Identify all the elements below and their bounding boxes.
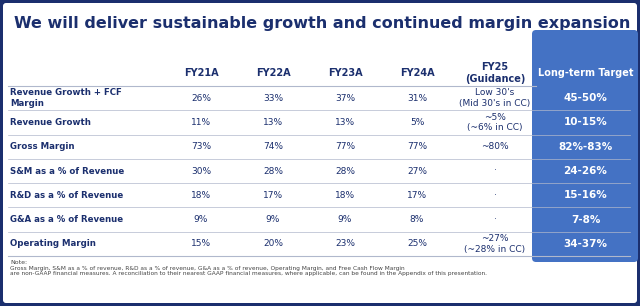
Text: 28%: 28% <box>263 166 283 176</box>
Text: R&D as a % of Revenue: R&D as a % of Revenue <box>10 191 124 200</box>
Text: 26%: 26% <box>191 94 211 103</box>
Text: 37%: 37% <box>335 94 355 103</box>
Text: 23%: 23% <box>335 239 355 248</box>
Text: 45-50%: 45-50% <box>564 93 607 103</box>
Text: ·: · <box>493 191 497 200</box>
FancyBboxPatch shape <box>532 30 638 262</box>
Text: 15%: 15% <box>191 239 211 248</box>
Text: 8%: 8% <box>410 215 424 224</box>
Text: 15-16%: 15-16% <box>564 190 607 200</box>
Text: 18%: 18% <box>335 191 355 200</box>
Text: 9%: 9% <box>266 215 280 224</box>
Text: Operating Margin: Operating Margin <box>10 239 96 248</box>
Text: ~5%
(~6% in CC): ~5% (~6% in CC) <box>467 113 523 132</box>
Text: 13%: 13% <box>263 118 283 127</box>
Text: FY21A: FY21A <box>184 68 218 78</box>
Text: Long-term Target: Long-term Target <box>538 68 633 78</box>
Text: 33%: 33% <box>263 94 283 103</box>
Text: G&A as a % of Revenue: G&A as a % of Revenue <box>10 215 123 224</box>
Text: ~80%: ~80% <box>481 142 509 151</box>
Text: Note:: Note: <box>10 260 27 265</box>
FancyBboxPatch shape <box>3 3 637 303</box>
Text: 24-26%: 24-26% <box>564 166 607 176</box>
Text: Low 30's
(Mid 30's in CC): Low 30's (Mid 30's in CC) <box>460 88 531 108</box>
Text: 9%: 9% <box>338 215 352 224</box>
Text: Revenue Growth + FCF
Margin: Revenue Growth + FCF Margin <box>10 88 122 108</box>
Text: 73%: 73% <box>191 142 211 151</box>
Text: 34-37%: 34-37% <box>563 239 607 249</box>
Text: Revenue Growth: Revenue Growth <box>10 118 91 127</box>
Text: Gross Margin, S&M as a % of revenue, R&D as a % of revenue, G&A as a % of revenu: Gross Margin, S&M as a % of revenue, R&D… <box>10 266 404 271</box>
Text: FY22A: FY22A <box>256 68 291 78</box>
Text: FY23A: FY23A <box>328 68 362 78</box>
Text: are non-GAAP financial measures. A reconciliation to their nearest GAAP financia: are non-GAAP financial measures. A recon… <box>10 271 487 276</box>
Text: 7-8%: 7-8% <box>571 215 600 225</box>
Text: 10-15%: 10-15% <box>564 118 607 127</box>
Text: 31%: 31% <box>407 94 427 103</box>
Text: 82%-83%: 82%-83% <box>558 142 612 152</box>
Text: 17%: 17% <box>263 191 283 200</box>
Text: We will deliver sustainable growth and continued margin expansion: We will deliver sustainable growth and c… <box>14 16 630 31</box>
Text: 13%: 13% <box>335 118 355 127</box>
Text: FY25
(Guidance): FY25 (Guidance) <box>465 62 525 84</box>
Text: FY24A: FY24A <box>400 68 435 78</box>
Text: 28%: 28% <box>335 166 355 176</box>
Text: ·: · <box>493 166 497 176</box>
Text: 5%: 5% <box>410 118 424 127</box>
Text: 27%: 27% <box>407 166 427 176</box>
Text: 74%: 74% <box>263 142 283 151</box>
Text: Gross Margin: Gross Margin <box>10 142 74 151</box>
Text: 9%: 9% <box>194 215 208 224</box>
Text: 25%: 25% <box>407 239 427 248</box>
Text: 18%: 18% <box>191 191 211 200</box>
Text: 77%: 77% <box>407 142 427 151</box>
Text: ~27%
(~28% in CC): ~27% (~28% in CC) <box>465 234 525 254</box>
Text: ·: · <box>493 215 497 224</box>
Text: S&M as a % of Revenue: S&M as a % of Revenue <box>10 166 124 176</box>
Text: 11%: 11% <box>191 118 211 127</box>
Text: 17%: 17% <box>407 191 427 200</box>
Text: 77%: 77% <box>335 142 355 151</box>
Text: 30%: 30% <box>191 166 211 176</box>
Text: 20%: 20% <box>263 239 283 248</box>
